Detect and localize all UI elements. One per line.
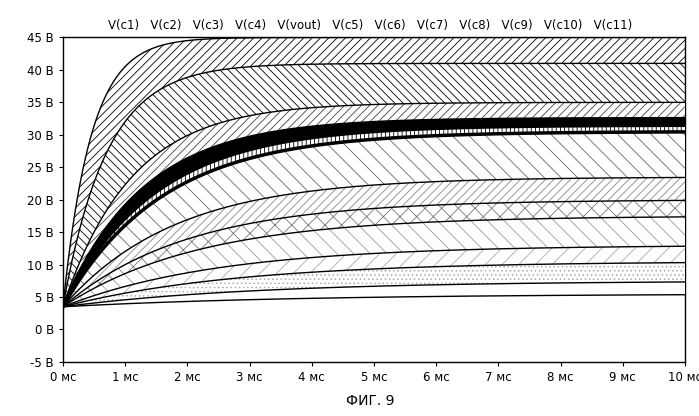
Text: V(c1)   V(c2)   V(c3)   V(c4)   V(vout)   V(c5)   V(c6)   V(c7)   V(c8)   V(c9) : V(c1) V(c2) V(c3) V(c4) V(vout) V(c5) V(… (108, 19, 633, 32)
Text: ФИГ. 9: ФИГ. 9 (346, 394, 395, 408)
